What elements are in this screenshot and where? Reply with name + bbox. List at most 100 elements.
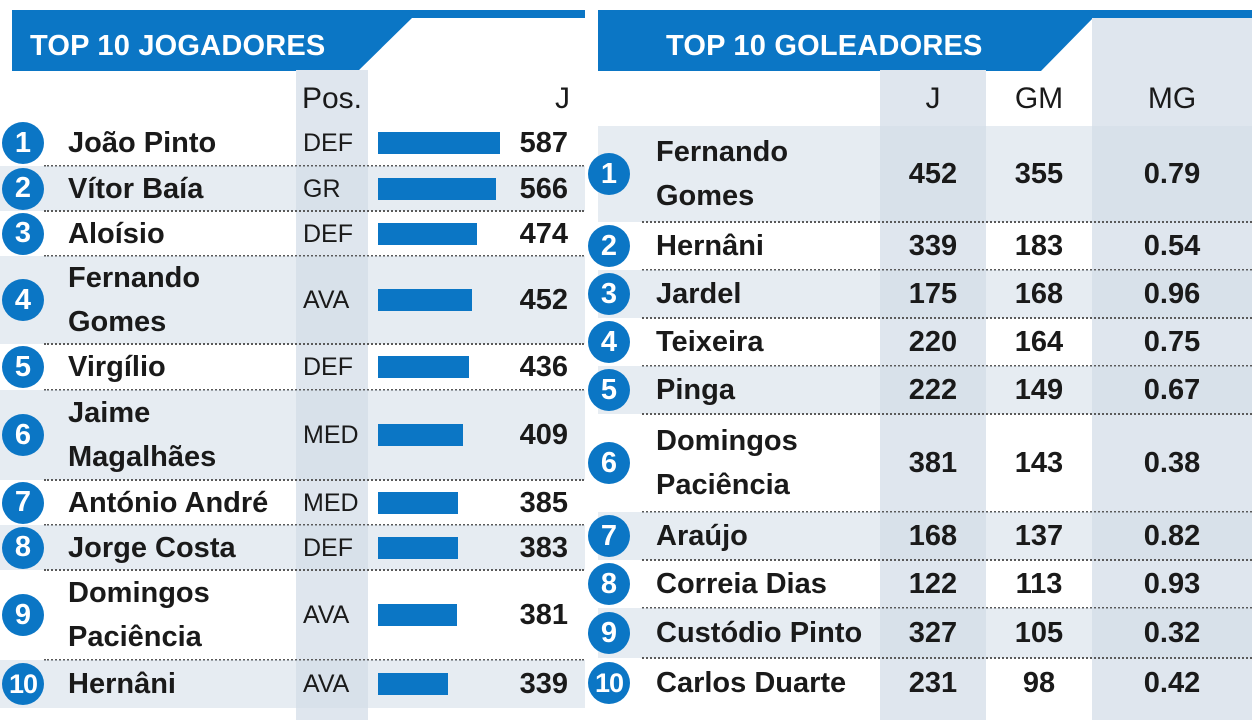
- rank-badge: 8: [2, 526, 44, 569]
- player-name: Virgílio: [68, 345, 166, 389]
- games-bar: [378, 132, 500, 154]
- rank-badge: 10: [2, 663, 44, 705]
- rank-badge: 1: [2, 122, 44, 164]
- player-name-line: Pinga: [656, 374, 735, 406]
- games-value: 587: [519, 127, 568, 159]
- goals-per-game-value: 0.82: [1143, 520, 1201, 552]
- position-label: DEF: [303, 129, 353, 157]
- player-name: João Pinto: [68, 121, 216, 165]
- player-name: Fernando Gomes: [68, 256, 200, 344]
- player-name: Custódio Pinto: [656, 611, 862, 655]
- row-shade: [0, 390, 585, 480]
- player-name-line: Araújo: [656, 520, 748, 552]
- goals-value: 143: [1014, 447, 1064, 479]
- goals-per-game-value: 0.38: [1143, 447, 1201, 479]
- player-name-line: Aloísio: [68, 217, 165, 250]
- games-bar: [378, 424, 463, 446]
- top-jogadores-panel: TOP 10 JOGADORES Pos. J 1 João Pinto DEF 58…: [0, 0, 585, 720]
- player-name-line: Jardel: [656, 278, 742, 310]
- player-name-line: Custódio Pinto: [656, 617, 863, 649]
- games-value: 381: [908, 447, 958, 479]
- games-bar: [378, 604, 457, 626]
- rank-badge: 3: [588, 273, 630, 315]
- position-label: DEF: [303, 353, 353, 381]
- position-label: MED: [303, 421, 359, 449]
- rank-badge: 10: [588, 662, 630, 704]
- games-value: 381: [519, 599, 568, 631]
- row-divider: [44, 343, 584, 345]
- rank-badge: 6: [2, 414, 44, 456]
- goleadores-header: TOP 10 GOLEADORES: [598, 10, 1252, 71]
- row-shade: [598, 512, 1252, 560]
- rank-badge: 1: [588, 153, 630, 195]
- rank-badge: 5: [588, 369, 630, 411]
- row-divider: [44, 210, 584, 212]
- games-value: 452: [908, 158, 958, 190]
- player-name: Teixeira: [656, 320, 763, 364]
- games-value: 327: [908, 617, 958, 649]
- player-name: Jardel: [656, 272, 741, 316]
- goleadores-title: TOP 10 GOLEADORES: [666, 30, 983, 62]
- player-name: Jaime Magalhães: [68, 391, 216, 479]
- position-label: DEF: [303, 533, 353, 562]
- games-bar: [378, 356, 469, 378]
- position-label: MED: [303, 488, 359, 517]
- goals-per-game-value: 0.32: [1143, 617, 1201, 649]
- games-bar: [378, 491, 458, 514]
- player-name: Carlos Duarte: [656, 661, 846, 705]
- player-name-line: Paciência: [656, 469, 790, 501]
- player-name: Domingos Paciência: [656, 419, 798, 507]
- player-name-line: António André: [68, 486, 269, 519]
- header-banner-shape: [598, 10, 1252, 71]
- j-column-header: J: [555, 82, 570, 115]
- player-name-line: Jorge Costa: [68, 531, 236, 564]
- player-name-line: Fernando: [68, 262, 201, 294]
- goals-value: 183: [1014, 230, 1064, 262]
- player-name-line: João Pinto: [68, 127, 217, 159]
- player-name-line: Carlos Duarte: [656, 667, 847, 699]
- player-name-line: Correia Dias: [656, 568, 827, 600]
- games-value: 383: [519, 531, 568, 564]
- player-name: Araújo: [656, 514, 748, 558]
- goals-per-game-value: 0.67: [1143, 374, 1201, 406]
- row-divider: [642, 221, 1252, 223]
- position-label: DEF: [303, 219, 353, 248]
- position-label: AVA: [303, 286, 350, 314]
- jogadores-header: TOP 10 JOGADORES: [12, 10, 585, 71]
- player-name-line: Vítor Baía: [68, 172, 204, 205]
- player-name-line: Fernando: [656, 136, 789, 168]
- rank-badge: 4: [588, 321, 630, 363]
- rank-badge: 8: [588, 563, 630, 605]
- row-divider: [642, 413, 1252, 415]
- goals-per-game-value: 0.54: [1143, 230, 1201, 262]
- player-name-line: Teixeira: [656, 326, 764, 358]
- player-name: Jorge Costa: [68, 526, 236, 570]
- games-value: 385: [519, 486, 568, 519]
- row-shade: [598, 608, 1252, 658]
- rank-badge: 2: [2, 167, 44, 210]
- player-name: Correia Dias: [656, 562, 827, 606]
- player-name: Pinga: [656, 368, 735, 412]
- rank-badge: 5: [2, 346, 44, 388]
- player-name: Hernâni: [68, 662, 176, 706]
- goals-per-game-value: 0.96: [1143, 278, 1201, 310]
- rank-badge: 7: [2, 481, 44, 524]
- goals-value: 98: [1022, 667, 1056, 699]
- rank-badge: 2: [588, 225, 630, 267]
- row-shade: [0, 525, 585, 570]
- row-shade: [0, 660, 585, 708]
- player-name-line: Gomes: [656, 180, 755, 212]
- player-name-line: Gomes: [68, 306, 167, 338]
- goals-value: 137: [1014, 520, 1064, 552]
- goals-per-game-value: 0.42: [1143, 667, 1201, 699]
- row-shade: [598, 270, 1252, 318]
- top-goleadores-panel: TOP 10 GOLEADORES J GM MG 1 Fernando Gomes…: [588, 0, 1252, 720]
- games-value: 409: [519, 419, 568, 451]
- games-value: 474: [519, 217, 568, 250]
- mg-column-header: MG: [1147, 82, 1197, 115]
- player-name-line: Hernâni: [68, 668, 176, 700]
- games-bar: [378, 536, 458, 559]
- goals-value: 105: [1014, 617, 1064, 649]
- goals-value: 149: [1014, 374, 1064, 406]
- goals-value: 164: [1014, 326, 1064, 358]
